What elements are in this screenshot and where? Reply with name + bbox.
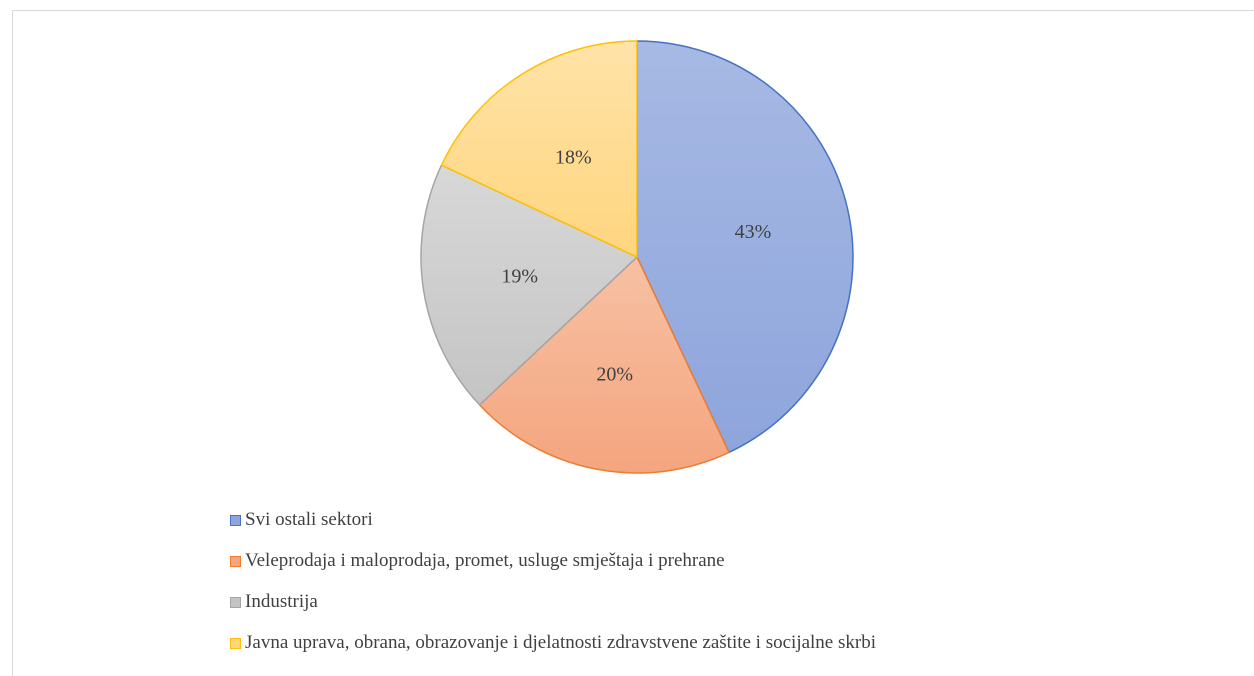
legend-label: Svi ostali sektori: [245, 509, 373, 530]
legend: Svi ostali sektori Veleprodaja i malopro…: [230, 509, 876, 674]
pie-slice: [420, 164, 638, 406]
legend-swatch: [230, 514, 241, 526]
slice-data-label: 43%: [735, 221, 772, 243]
legend-swatch: [230, 596, 241, 608]
legend-item: Industrija: [230, 591, 876, 612]
legend-label: Javna uprava, obrana, obrazovanje i djel…: [245, 632, 876, 653]
slice-data-label: 19%: [501, 266, 538, 288]
pie-slice: [440, 40, 638, 258]
legend-swatch: [230, 555, 241, 567]
legend-swatch: [230, 637, 241, 649]
slice-data-label: 18%: [555, 147, 592, 169]
slice-data-label: 20%: [596, 364, 633, 386]
pie-slice: [478, 256, 730, 474]
legend-item: Javna uprava, obrana, obrazovanje i djel…: [230, 632, 876, 653]
legend-label: Industrija: [245, 591, 318, 612]
legend-item: Svi ostali sektori: [230, 509, 876, 530]
pie-slice: [636, 40, 854, 454]
legend-label: Veleprodaja i maloprodaja, promet, uslug…: [245, 550, 725, 571]
legend-item: Veleprodaja i maloprodaja, promet, uslug…: [230, 550, 876, 571]
